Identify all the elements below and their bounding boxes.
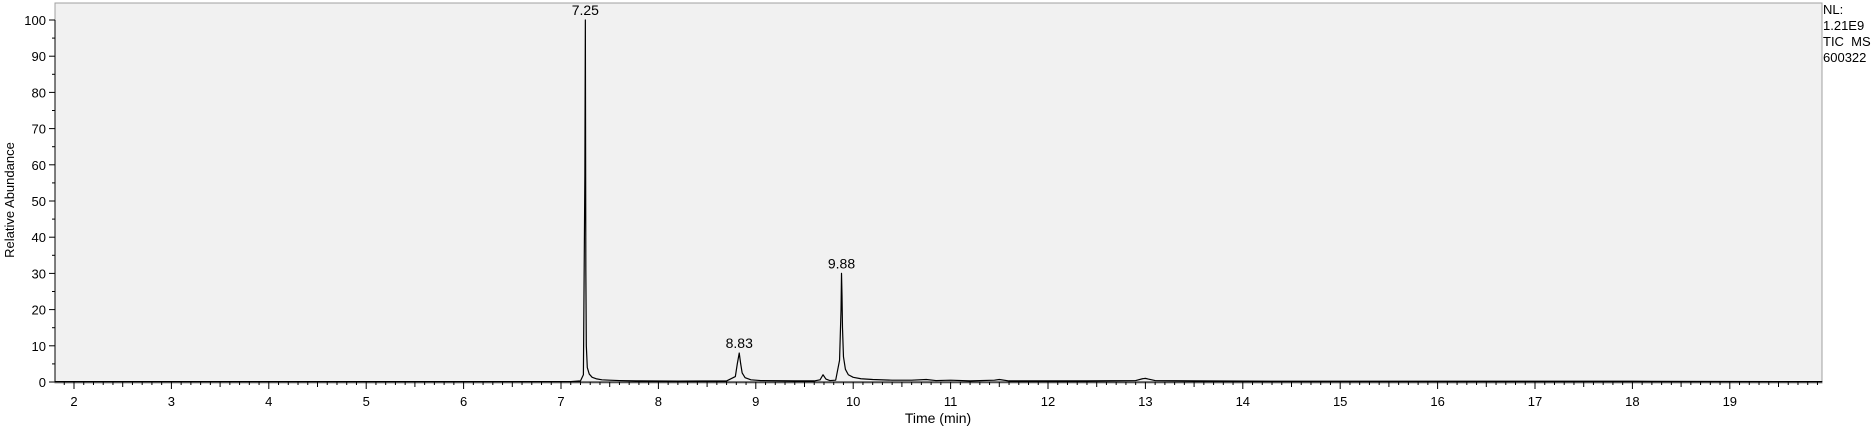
x-axis-label: Time (min) [905, 410, 971, 426]
y-axis-ticks: 0 10 20 30 40 50 60 70 80 90 100 [24, 13, 55, 390]
y-tick-label: 10 [32, 339, 46, 354]
x-tick-label: 11 [944, 394, 958, 409]
x-tick-label: 13 [1138, 394, 1152, 409]
series-line-1 [54, 19, 1823, 383]
x-tick-label: 17 [1528, 394, 1542, 409]
x-tick-label: 19 [1723, 394, 1737, 409]
y-tick-label: 50 [32, 194, 46, 209]
info-line-3: TIC MS [1823, 34, 1871, 49]
info-line-1: NL: [1823, 2, 1843, 17]
x-axis-ticks: 2 3 4 5 6 7 8 9 10 11 12 13 14 15 16 17 18 19 [63, 382, 1818, 409]
x-tick-label: 9 [752, 394, 759, 409]
x-tick-label: 14 [1236, 394, 1250, 409]
x-tick-label: 4 [265, 394, 272, 409]
y-tick-label: 30 [32, 266, 46, 281]
peak-label: 7.25 [572, 2, 599, 18]
y-tick-label: 70 [32, 122, 46, 137]
x-tick-label: 3 [168, 394, 175, 409]
y-tick-label: 90 [32, 49, 46, 64]
y-tick-label: 100 [24, 13, 46, 28]
x-tick-label: 12 [1041, 394, 1055, 409]
y-tick-label: 0 [39, 375, 46, 390]
x-tick-label: 7 [557, 394, 564, 409]
x-tick-label: 8 [655, 394, 662, 409]
info-line-2: 1.21E9 [1823, 18, 1864, 33]
y-tick-label: 80 [32, 85, 46, 100]
peak-label: 9.88 [828, 255, 855, 271]
info-box: NL: 1.21E9 TIC MS 600322 [1823, 2, 1871, 65]
peak-labels: 7.25 8.83 9.88 [572, 2, 856, 351]
y-tick-label: 60 [32, 158, 46, 173]
series-layer [54, 19, 1823, 383]
x-tick-label: 18 [1625, 394, 1639, 409]
x-tick-label: 10 [846, 394, 860, 409]
x-tick-label: 2 [70, 394, 77, 409]
x-tick-label: 6 [460, 394, 467, 409]
y-tick-label: 20 [32, 303, 46, 318]
y-axis-label: Relative Abundance [2, 142, 17, 258]
x-tick-label: 5 [363, 394, 370, 409]
x-tick-label: 15 [1333, 394, 1347, 409]
info-line-4: 600322 [1823, 50, 1866, 65]
y-tick-label: 40 [32, 230, 46, 245]
peak-label: 8.83 [726, 335, 753, 351]
plot-background [54, 2, 1823, 384]
x-tick-label: 16 [1430, 394, 1444, 409]
